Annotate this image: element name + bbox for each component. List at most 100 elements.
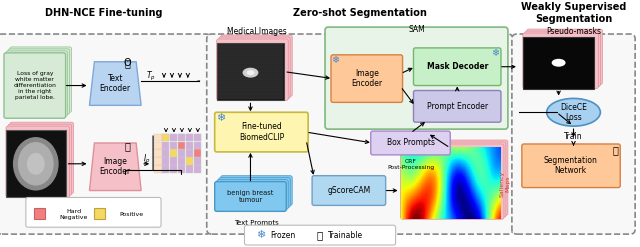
Bar: [217, 43, 284, 100]
Bar: [170, 142, 177, 149]
Bar: [154, 149, 161, 157]
Bar: [154, 157, 161, 165]
Text: SAM: SAM: [408, 24, 425, 34]
Bar: [95, 208, 106, 219]
Text: Loss of gray
white matter
differentiation
in the right
parietal lobe.: Loss of gray white matter differentiatio…: [13, 71, 56, 100]
FancyBboxPatch shape: [8, 49, 70, 114]
FancyBboxPatch shape: [312, 176, 386, 206]
Text: 🔥: 🔥: [612, 145, 618, 155]
FancyBboxPatch shape: [6, 126, 70, 197]
Bar: [186, 165, 193, 173]
FancyBboxPatch shape: [512, 34, 635, 234]
Text: ʘ: ʘ: [124, 58, 131, 68]
Text: Pseudo-masks: Pseudo-masks: [546, 27, 601, 36]
Text: Box Prompts: Box Prompts: [387, 139, 435, 147]
Bar: [34, 208, 45, 219]
FancyBboxPatch shape: [371, 131, 451, 155]
Text: 🔥: 🔥: [124, 141, 130, 151]
Bar: [523, 37, 595, 88]
Text: Train: Train: [564, 132, 583, 141]
Text: –: –: [197, 78, 200, 83]
Bar: [154, 142, 161, 149]
FancyBboxPatch shape: [4, 53, 66, 118]
Polygon shape: [90, 143, 141, 190]
Bar: [178, 142, 186, 149]
Bar: [186, 134, 193, 141]
Bar: [162, 149, 170, 157]
Text: $I_p$: $I_p$: [143, 153, 151, 166]
FancyBboxPatch shape: [217, 180, 288, 209]
Bar: [178, 134, 186, 141]
Bar: [194, 165, 201, 173]
Bar: [162, 165, 170, 173]
FancyBboxPatch shape: [217, 39, 288, 100]
FancyBboxPatch shape: [522, 144, 620, 187]
Text: Medical Images: Medical Images: [227, 27, 286, 36]
FancyBboxPatch shape: [527, 29, 602, 84]
Text: ❄: ❄: [331, 55, 339, 65]
FancyBboxPatch shape: [219, 178, 290, 207]
Text: Frozen: Frozen: [271, 231, 296, 240]
Text: DHN-NCE Fine-tuning: DHN-NCE Fine-tuning: [45, 8, 162, 18]
Ellipse shape: [13, 137, 59, 190]
Text: Text Prompts: Text Prompts: [234, 220, 279, 226]
Text: Positive: Positive: [119, 212, 143, 217]
Bar: [178, 157, 186, 165]
FancyBboxPatch shape: [6, 51, 68, 116]
FancyBboxPatch shape: [331, 55, 403, 102]
Bar: [162, 134, 170, 141]
FancyBboxPatch shape: [219, 37, 290, 98]
Bar: [218, 44, 284, 99]
Text: Prompt Encoder: Prompt Encoder: [427, 102, 488, 111]
Text: Zero-shot Segmentation: Zero-shot Segmentation: [293, 8, 427, 18]
Bar: [170, 134, 177, 141]
Bar: [154, 165, 161, 173]
Ellipse shape: [547, 98, 600, 126]
Bar: [162, 157, 170, 165]
FancyBboxPatch shape: [244, 225, 396, 245]
Bar: [170, 149, 177, 157]
FancyBboxPatch shape: [221, 176, 292, 206]
Bar: [186, 134, 193, 141]
FancyBboxPatch shape: [8, 124, 72, 195]
Ellipse shape: [246, 70, 255, 75]
FancyBboxPatch shape: [214, 182, 286, 211]
Text: CRF
Post-Processing: CRF Post-Processing: [387, 159, 434, 170]
Text: Weakly Supervised
Segmentation: Weakly Supervised Segmentation: [521, 2, 626, 24]
FancyBboxPatch shape: [0, 34, 211, 234]
Bar: [186, 142, 193, 149]
Text: 🔥: 🔥: [124, 58, 130, 68]
Text: Text
Encoder: Text Encoder: [100, 74, 131, 93]
Polygon shape: [90, 62, 141, 105]
Text: Image
Encoder: Image Encoder: [100, 157, 131, 176]
Ellipse shape: [243, 68, 259, 78]
Bar: [186, 149, 193, 157]
Text: Segmentation
Network: Segmentation Network: [543, 156, 598, 175]
Bar: [178, 165, 186, 173]
FancyBboxPatch shape: [404, 140, 508, 215]
Bar: [170, 134, 177, 141]
Text: ❄: ❄: [491, 48, 499, 58]
Text: Trainable: Trainable: [328, 231, 364, 240]
Bar: [162, 134, 170, 141]
FancyBboxPatch shape: [10, 122, 74, 193]
FancyBboxPatch shape: [403, 142, 506, 217]
Text: ❄: ❄: [216, 113, 225, 123]
Text: Mask Decoder: Mask Decoder: [426, 62, 488, 71]
Bar: [194, 142, 201, 149]
FancyBboxPatch shape: [413, 90, 501, 122]
FancyBboxPatch shape: [26, 197, 161, 227]
Bar: [194, 157, 201, 165]
Text: benign breast
tumour: benign breast tumour: [227, 190, 274, 203]
Bar: [170, 165, 177, 173]
Ellipse shape: [18, 142, 54, 185]
FancyBboxPatch shape: [214, 112, 308, 152]
Text: ❄: ❄: [256, 230, 265, 240]
Ellipse shape: [27, 153, 45, 175]
FancyBboxPatch shape: [525, 31, 600, 86]
Bar: [178, 134, 186, 141]
Bar: [154, 134, 161, 141]
Bar: [194, 134, 201, 141]
Text: Saliency
Maps: Saliency Maps: [500, 170, 510, 197]
Text: gScoreCAM: gScoreCAM: [327, 186, 371, 195]
